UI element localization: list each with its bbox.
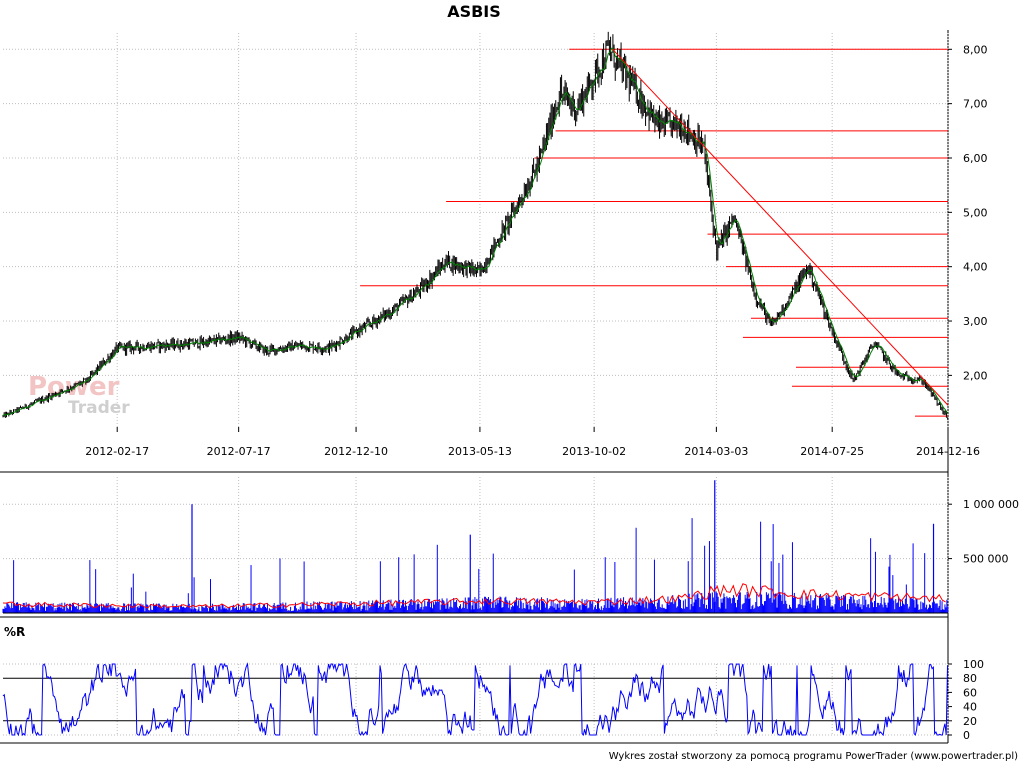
y-tick-label: 7,00 [963,98,988,111]
footer-credit: Wykres został stworzony za pomocą progra… [608,751,1018,762]
y-tick-label: 1 000 000 [963,498,1019,511]
y-tick-label: 100 [963,658,984,671]
y-tick-label: 20 [963,715,977,728]
volume-bars [2,518,949,613]
y-tick-label: 0 [963,729,970,742]
y-tick-label: 3,00 [963,315,988,328]
chart-title: ASBIS [447,2,501,21]
watermark-text: Trader [68,398,130,418]
x-tick-label: 2012-12-10 [324,445,388,458]
volume-average-line [2,583,946,609]
x-tick-label: 2012-02-17 [85,445,149,458]
y-tick-label: 4,00 [963,261,988,274]
x-tick-label: 2012-07-17 [207,445,271,458]
x-tick-label: 2014-03-03 [684,445,748,458]
y-tick-label: 80 [963,672,977,685]
x-tick-label: 2013-10-02 [562,445,626,458]
moving-average-line [2,47,948,416]
trendline [612,48,949,406]
stock-chart: PowerTrader2,003,004,005,006,007,008,002… [0,30,1019,744]
y-tick-label: 6,00 [963,152,988,165]
y-tick-label: 60 [963,686,977,699]
y-tick-label: 40 [963,701,977,714]
x-tick-label: 2014-07-25 [800,445,864,458]
x-tick-label: 2014-12-16 [916,445,980,458]
wr-label: %R [4,625,25,639]
y-tick-label: 8,00 [963,43,988,56]
y-tick-label: 500 000 [963,553,1009,566]
wr-line [2,662,948,737]
x-tick-label: 2013-05-13 [448,445,512,458]
y-tick-label: 2,00 [963,369,988,382]
price-candles [2,31,949,420]
y-tick-label: 5,00 [963,206,988,219]
